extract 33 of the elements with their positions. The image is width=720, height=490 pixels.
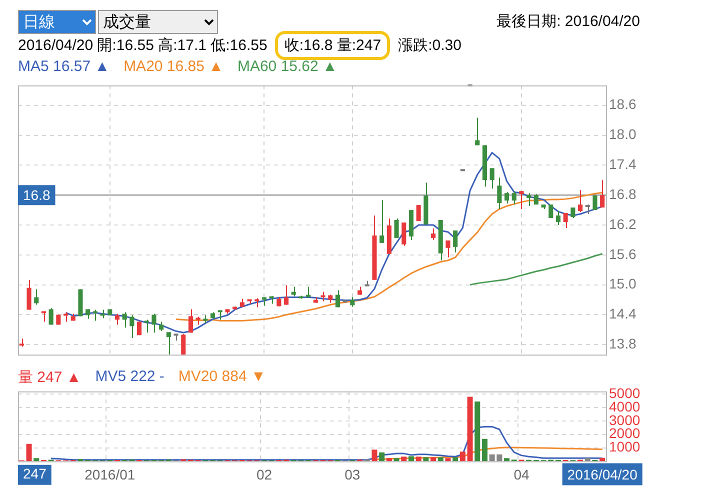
text: 成交量 [98,10,218,34]
text: MV5 222 - [95,368,164,387]
text: 最後日期: 2016/04/20 [496,12,640,31]
y-tick-label: 1000 [609,438,640,455]
y-tick-label: 15.6 [609,246,636,262]
text: 日線 [18,10,96,34]
text: MV20 884 ▼ [178,368,266,387]
text: 量 247 ▲ [18,368,82,387]
y-tick-label: 14.4 [609,306,636,322]
ref-line-label: 16.8 [23,186,50,203]
y-tick-label: 2000 [609,425,640,442]
text: 漲跌:0.30 [398,36,462,55]
y-tick-label: 13.8 [609,335,636,352]
y-tick-label: 15.0 [609,276,636,292]
text: 2016/04/20 開:16.55 高:17.1 低:16.55 [18,36,268,55]
y-tick-label: 16.2 [609,216,636,232]
annotation: 247 [23,466,47,482]
x-tick-label: 02 [256,466,272,482]
y-tick-label: 5000 [609,384,640,401]
y-tick-label: 4000 [609,398,640,414]
y-tick-label: 18.6 [609,96,636,112]
x-tick-label: 04 [514,466,530,482]
text: MA60 15.62 ▲ [237,58,338,75]
x-tick-label: 2016/01 [84,466,136,482]
y-tick-label: 16.8 [609,186,636,202]
text: MA20 16.85 ▲ [124,58,224,75]
y-tick-label: 17.4 [609,156,636,172]
rounded-outline: 收:16.8 量:247 [275,31,390,60]
y-tick-label: 18.0 [609,126,636,142]
x-tick-label: 2016/04/20 [567,466,638,482]
text: MA5 16.57 ▲ [18,58,110,75]
y-tick-label: 3000 [609,412,640,428]
x-tick-label: 03 [344,466,360,482]
